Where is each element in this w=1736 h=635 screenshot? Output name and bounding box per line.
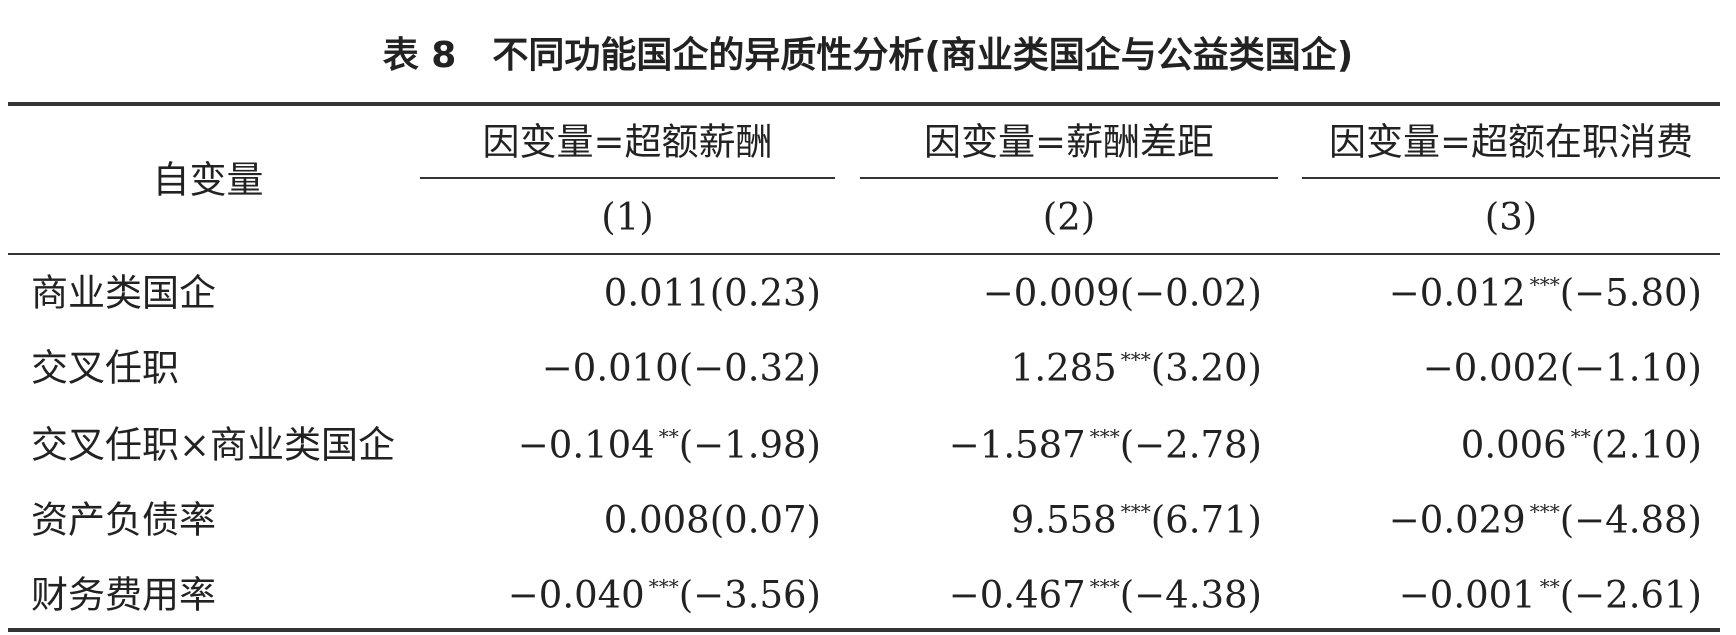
- t-statistic: (−4.38): [1119, 573, 1262, 617]
- significance-stars: ***: [1529, 272, 1560, 297]
- table-cell: −0.002(−1.10): [1423, 350, 1702, 387]
- bottom-rule: [8, 628, 1720, 632]
- table-cell: −0.010(−0.32): [542, 350, 821, 387]
- t-statistic: (−5.80): [1559, 271, 1702, 315]
- top-rule: [8, 102, 1720, 106]
- coefficient: −0.001: [1398, 573, 1536, 617]
- t-statistic: (0.07): [709, 498, 821, 542]
- table-cell: 0.006 **(2.10): [1461, 427, 1702, 464]
- t-statistic: (−3.56): [678, 573, 821, 617]
- t-statistic: (−0.02): [1119, 271, 1262, 315]
- row-label: 资产负债率: [31, 498, 216, 542]
- coefficient: −0.002: [1422, 346, 1560, 390]
- column-number: (1): [601, 195, 654, 239]
- significance-stars: ***: [1089, 424, 1120, 449]
- column-number: (2): [1042, 195, 1096, 239]
- t-statistic: (3.20): [1150, 346, 1262, 390]
- t-statistic: (6.71): [1150, 498, 1262, 542]
- coefficient: 9.558: [1010, 498, 1117, 542]
- table-cell: −0.104 **(−1.98): [518, 427, 821, 464]
- coefficient: 0.011: [603, 271, 710, 315]
- significance-stars: ***: [1120, 347, 1151, 372]
- coefficient: −0.104: [517, 423, 655, 467]
- t-statistic: (−1.98): [678, 423, 821, 467]
- group-header: 因变量=薪酬差距: [923, 120, 1215, 164]
- table-cell: 9.558 ***(6.71): [1011, 502, 1262, 539]
- significance-stars: ***: [1120, 499, 1151, 524]
- stub-header: 自变量: [152, 158, 264, 202]
- table-cell: 0.011(0.23): [604, 275, 821, 312]
- coefficient: −0.467: [948, 573, 1086, 617]
- group-rule: [860, 177, 1278, 179]
- table-cell: 1.285 ***(3.20): [1011, 350, 1262, 387]
- column-number: (3): [1484, 195, 1538, 239]
- t-statistic: (−0.32): [678, 346, 821, 390]
- table-cell: 0.008(0.07): [604, 502, 821, 539]
- significance-stars: ***: [1529, 499, 1560, 524]
- significance-stars: **: [658, 424, 679, 449]
- table-cell: −0.012 ***(−5.80): [1389, 275, 1702, 312]
- row-label: 交叉任职: [31, 346, 179, 390]
- group-header: 因变量=超额薪酬: [482, 120, 773, 164]
- t-statistic: (0.23): [709, 271, 821, 315]
- coefficient: −0.009: [982, 271, 1120, 315]
- coefficient: −1.587: [948, 423, 1086, 467]
- table-cell: −0.009(−0.02): [983, 275, 1262, 312]
- t-statistic: (−2.61): [1559, 573, 1702, 617]
- group-rule: [420, 177, 835, 179]
- significance-stars: **: [1570, 424, 1591, 449]
- table-cell: −0.029 ***(−4.88): [1389, 502, 1702, 539]
- group-header: 因变量=超额在职消费: [1328, 120, 1694, 164]
- table-title: 表 8 不同功能国企的异质性分析(商业类国企与公益类国企): [382, 35, 1354, 76]
- table-cell: −0.040 ***(−3.56): [508, 577, 821, 614]
- row-label: 交叉任职×商业类国企: [31, 423, 396, 467]
- group-rule: [1302, 177, 1720, 179]
- significance-stars: ***: [1089, 574, 1120, 599]
- table-cell: −0.467 ***(−4.38): [949, 577, 1262, 614]
- coefficient: 0.006: [1460, 423, 1567, 467]
- t-statistic: (−1.10): [1559, 346, 1702, 390]
- significance-stars: **: [1539, 574, 1560, 599]
- coefficient: −0.029: [1388, 498, 1526, 542]
- t-statistic: (−4.88): [1559, 498, 1702, 542]
- significance-stars: ***: [648, 574, 679, 599]
- coefficient: −0.012: [1388, 271, 1526, 315]
- coefficient: −0.010: [541, 346, 679, 390]
- mid-rule: [8, 253, 1720, 255]
- coefficient: 0.008: [603, 498, 710, 542]
- row-label: 财务费用率: [31, 573, 216, 617]
- row-label: 商业类国企: [31, 271, 216, 315]
- t-statistic: (2.10): [1590, 423, 1702, 467]
- coefficient: −0.040: [507, 573, 645, 617]
- table-cell: −0.001 **(−2.61): [1399, 577, 1702, 614]
- t-statistic: (−2.78): [1119, 423, 1262, 467]
- coefficient: 1.285: [1010, 346, 1117, 390]
- table-cell: −1.587 ***(−2.78): [949, 427, 1262, 464]
